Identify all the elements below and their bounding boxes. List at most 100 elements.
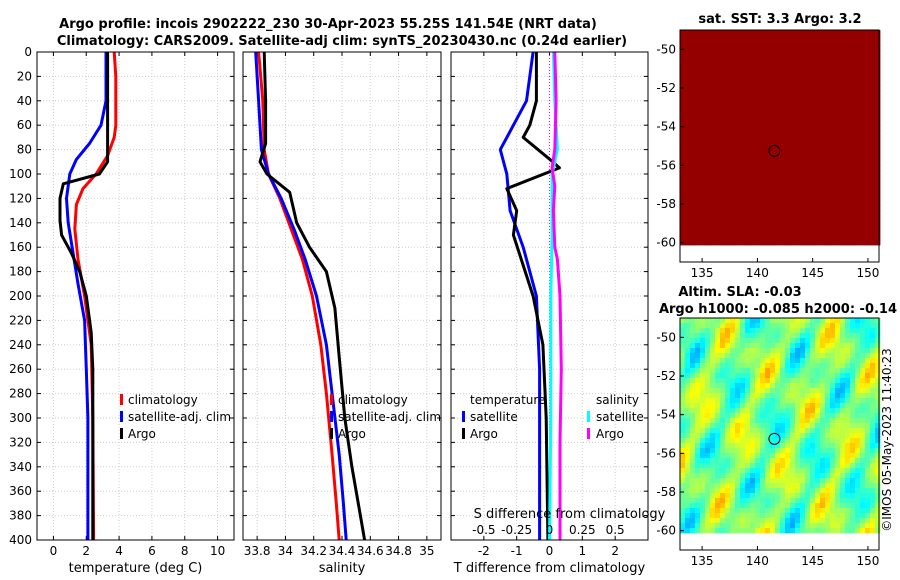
map-cell — [825, 518, 831, 524]
map-cell — [690, 433, 696, 439]
map-cell — [815, 338, 821, 344]
map-cell — [680, 105, 686, 111]
map-cell — [750, 65, 756, 71]
map-cell — [725, 175, 731, 181]
map-cell — [875, 463, 881, 469]
map-cell — [695, 448, 701, 454]
map-cell — [870, 408, 876, 414]
map-cell — [770, 348, 776, 354]
map-cell — [795, 30, 801, 36]
map-cell — [735, 225, 741, 231]
map-cell — [815, 125, 821, 131]
map-cell — [730, 160, 736, 166]
map-cell — [840, 518, 846, 524]
map-cell — [845, 40, 851, 46]
map-cell — [720, 388, 726, 394]
x-axis-label: T difference from climatology — [453, 561, 646, 576]
map-cell — [790, 493, 796, 499]
map-cell — [870, 205, 876, 211]
map-cell — [790, 115, 796, 121]
map-cell — [865, 150, 871, 156]
map-cell — [810, 423, 816, 429]
map-cell — [805, 180, 811, 186]
map-cell — [750, 195, 756, 201]
map-cell — [685, 463, 691, 469]
map-cell — [870, 443, 876, 449]
map-cell — [690, 240, 696, 246]
map-cell — [860, 388, 866, 394]
map-cell — [755, 333, 761, 339]
map-cell — [685, 195, 691, 201]
map-cell — [775, 428, 781, 434]
map-cell — [720, 150, 726, 156]
map-cell — [870, 473, 876, 479]
map-cell — [775, 230, 781, 236]
map-cell — [835, 75, 841, 81]
map-cell — [695, 458, 701, 464]
map-cell — [800, 333, 806, 339]
map-cell — [710, 333, 716, 339]
map-cell — [840, 35, 846, 41]
map-cell — [815, 363, 821, 369]
map-cell — [800, 175, 806, 181]
map-cell — [865, 175, 871, 181]
map-cell — [730, 45, 736, 51]
x-tick-label: 0 — [50, 544, 58, 558]
map-cell — [765, 175, 771, 181]
map-cell — [835, 115, 841, 121]
map-cell — [745, 473, 751, 479]
map-cell — [685, 383, 691, 389]
map-cell — [775, 528, 781, 534]
map-cell — [865, 220, 871, 226]
map-cell — [860, 423, 866, 429]
map-cell — [790, 75, 796, 81]
map-cell — [770, 508, 776, 514]
map-cell — [760, 200, 766, 206]
map-cell — [865, 130, 871, 136]
map-cell — [835, 503, 841, 509]
map-cell — [700, 328, 706, 334]
map-cell — [790, 130, 796, 136]
map-cell — [825, 378, 831, 384]
map-cell — [865, 403, 871, 409]
map-cell — [685, 125, 691, 131]
map-cell — [875, 140, 881, 146]
map-cell — [740, 338, 746, 344]
map-cell — [690, 35, 696, 41]
map-cell — [845, 463, 851, 469]
map-cell — [820, 180, 826, 186]
map-cell — [825, 170, 831, 176]
map-cell — [685, 55, 691, 61]
map-cell — [830, 225, 836, 231]
map-cell — [840, 433, 846, 439]
map-cell — [785, 140, 791, 146]
map-cell — [860, 338, 866, 344]
map-cell — [740, 65, 746, 71]
map-cell — [820, 388, 826, 394]
map-cell — [720, 338, 726, 344]
map-cell — [765, 35, 771, 41]
map-cell — [765, 468, 771, 474]
map-cell — [680, 185, 686, 191]
map-cell — [730, 318, 736, 324]
map-cell — [855, 175, 861, 181]
map-cell — [705, 488, 711, 494]
map-cell — [745, 190, 751, 196]
map-cell — [815, 423, 821, 429]
map-cell — [830, 150, 836, 156]
map-cell — [705, 318, 711, 324]
map-cell — [800, 170, 806, 176]
map-cell — [845, 215, 851, 221]
map-cell — [815, 205, 821, 211]
map-cell — [705, 343, 711, 349]
map-cell — [805, 473, 811, 479]
map-cell — [785, 403, 791, 409]
map-cell — [860, 513, 866, 519]
map-cell — [755, 50, 761, 56]
map-cell — [875, 60, 881, 66]
map-cell — [830, 398, 836, 404]
x-tick-label: 145 — [801, 266, 824, 280]
map-cell — [705, 150, 711, 156]
map-cell — [835, 150, 841, 156]
map-cell — [790, 363, 796, 369]
